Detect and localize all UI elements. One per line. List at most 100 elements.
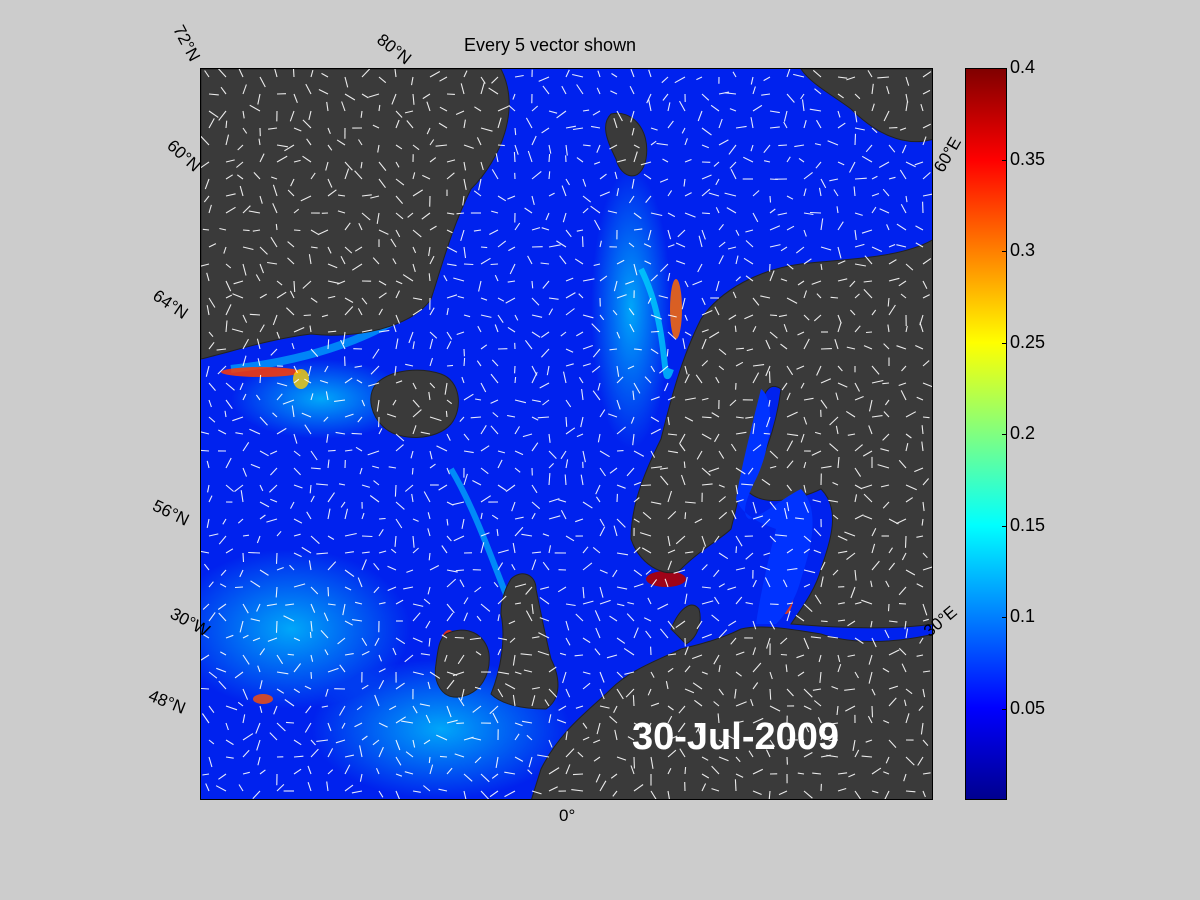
current-vector bbox=[922, 739, 929, 746]
current-vector bbox=[548, 171, 551, 180]
current-vector bbox=[711, 412, 720, 418]
current-vector bbox=[310, 69, 314, 78]
current-vector bbox=[616, 259, 625, 265]
current-vector bbox=[324, 649, 329, 656]
current-vector bbox=[564, 474, 567, 486]
current-vector bbox=[514, 376, 517, 384]
current-vector bbox=[327, 492, 335, 503]
current-vector bbox=[678, 705, 686, 714]
current-vector bbox=[728, 144, 737, 155]
current-vector bbox=[361, 484, 370, 488]
current-vector bbox=[491, 210, 499, 214]
current-vector bbox=[905, 195, 908, 203]
current-vector bbox=[803, 416, 808, 425]
current-vector bbox=[769, 620, 776, 630]
current-vector bbox=[478, 280, 482, 292]
current-vector bbox=[208, 705, 215, 714]
current-vector bbox=[580, 474, 584, 486]
current-vector bbox=[514, 127, 517, 136]
current-vector bbox=[650, 127, 658, 131]
current-vector bbox=[701, 212, 710, 215]
current-vector bbox=[667, 535, 671, 547]
current-vector bbox=[735, 756, 741, 763]
current-vector bbox=[765, 365, 771, 377]
current-vector bbox=[446, 578, 457, 588]
current-vector bbox=[505, 297, 516, 304]
current-vector bbox=[786, 688, 794, 697]
current-vector bbox=[531, 416, 539, 421]
current-vector bbox=[599, 518, 605, 527]
current-vector bbox=[548, 463, 554, 469]
current-vector bbox=[915, 242, 924, 248]
current-vector bbox=[596, 144, 601, 153]
current-vector bbox=[633, 497, 640, 503]
current-vector bbox=[412, 93, 415, 105]
current-vector bbox=[208, 671, 218, 679]
current-vector bbox=[775, 534, 788, 537]
current-vector bbox=[729, 399, 737, 407]
current-vector bbox=[429, 357, 434, 367]
current-vector bbox=[650, 501, 662, 505]
current-vector bbox=[898, 459, 907, 469]
current-vector bbox=[548, 154, 551, 163]
current-vector bbox=[225, 174, 233, 180]
current-vector bbox=[429, 450, 433, 460]
current-vector bbox=[531, 135, 537, 146]
current-vector bbox=[476, 360, 482, 367]
current-vector bbox=[509, 263, 516, 275]
current-vector bbox=[624, 671, 635, 675]
current-vector bbox=[718, 688, 724, 696]
current-vector bbox=[778, 790, 788, 796]
lat-label-60n: 60°N bbox=[163, 136, 205, 176]
current-vector bbox=[675, 242, 686, 248]
current-vector bbox=[395, 380, 403, 384]
current-vector bbox=[446, 719, 458, 724]
current-vector bbox=[646, 93, 652, 104]
current-vector bbox=[455, 110, 465, 116]
current-vector bbox=[820, 728, 826, 741]
current-vector bbox=[882, 433, 890, 441]
current-vector bbox=[735, 276, 741, 282]
current-vector bbox=[701, 93, 710, 101]
current-vector bbox=[326, 101, 329, 112]
current-vector bbox=[871, 175, 878, 180]
current-vector bbox=[800, 739, 805, 747]
current-vector bbox=[837, 314, 842, 324]
current-vector bbox=[463, 473, 468, 486]
current-vector bbox=[242, 634, 249, 639]
current-vector bbox=[308, 110, 312, 121]
current-vector bbox=[412, 425, 417, 435]
current-vector bbox=[642, 511, 652, 520]
current-vector bbox=[883, 110, 890, 122]
current-vector bbox=[735, 255, 739, 265]
current-vector bbox=[750, 76, 754, 85]
current-vector bbox=[565, 620, 570, 631]
current-vector bbox=[647, 597, 652, 605]
current-vector bbox=[542, 561, 550, 571]
current-vector bbox=[769, 705, 781, 712]
current-vector bbox=[763, 144, 771, 154]
current-vector bbox=[888, 547, 893, 554]
current-vector bbox=[361, 684, 369, 690]
current-vector bbox=[582, 109, 590, 112]
current-vector bbox=[625, 688, 635, 698]
current-vector bbox=[917, 756, 924, 766]
current-vector bbox=[701, 309, 713, 316]
current-vector bbox=[548, 110, 558, 114]
current-vector bbox=[531, 790, 542, 795]
current-vector bbox=[919, 322, 924, 333]
current-vector bbox=[252, 637, 261, 642]
current-vector bbox=[747, 467, 754, 475]
current-vector bbox=[412, 172, 416, 180]
current-vector bbox=[692, 654, 703, 660]
current-vector bbox=[225, 722, 229, 731]
current-vector bbox=[540, 262, 550, 265]
current-vector bbox=[643, 173, 652, 180]
current-vector bbox=[592, 390, 601, 401]
current-vector bbox=[256, 739, 261, 751]
current-vector bbox=[548, 786, 558, 792]
current-vector bbox=[905, 411, 917, 418]
current-vector bbox=[548, 666, 557, 673]
current-vector bbox=[735, 596, 743, 605]
current-vector bbox=[696, 76, 703, 81]
